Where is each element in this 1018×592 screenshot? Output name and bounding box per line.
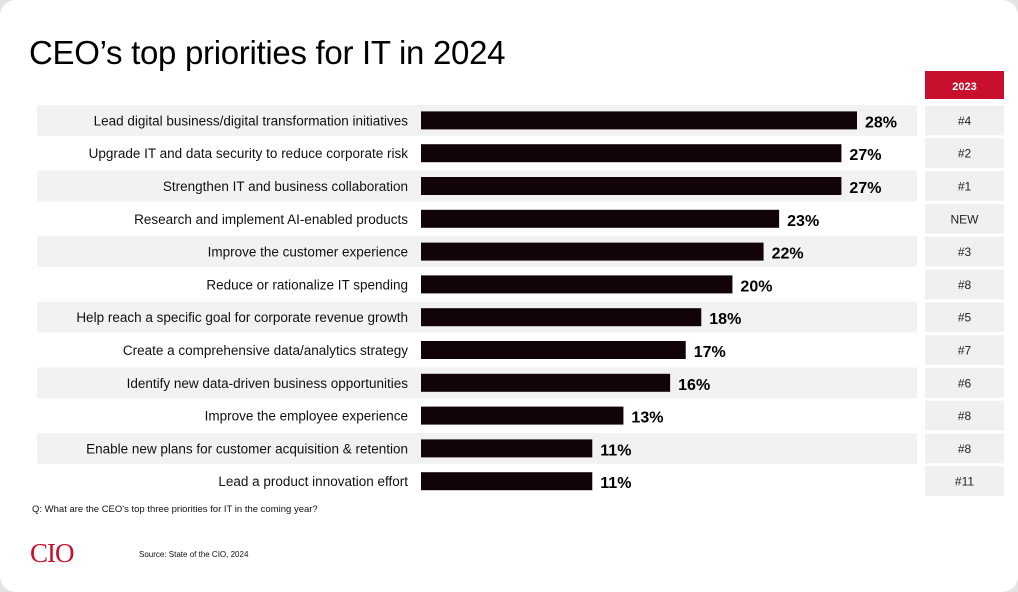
rank-header-label: 2023: [952, 81, 976, 93]
rank-cell: [925, 433, 1004, 464]
bar: [421, 472, 593, 491]
chart-title: CEO’s top priorities for IT in 2024: [29, 34, 506, 71]
rank-header-cell: [925, 71, 1004, 99]
rank-value: #8: [958, 278, 972, 292]
bar: [421, 242, 764, 261]
rank-cell: [925, 302, 1004, 333]
data-label: 18%: [709, 311, 741, 328]
source-note: Source: State of the CIO, 2024: [139, 550, 249, 559]
rank-value: #8: [958, 442, 972, 456]
rank-value: #8: [958, 409, 972, 423]
rank-cell: [925, 466, 1004, 497]
bar: [421, 341, 686, 359]
rank-cell: [925, 236, 1004, 267]
data-label: 28%: [865, 114, 897, 131]
category-label: Improve the customer experience: [208, 245, 408, 260]
rank-value: #6: [958, 376, 972, 390]
bar: [421, 308, 702, 327]
data-label: 23%: [787, 213, 819, 230]
rank-value: #3: [958, 245, 972, 259]
data-label: 11%: [600, 442, 631, 459]
rank-value: #4: [958, 114, 972, 128]
category-label: Reduce or rationalize IT spending: [206, 277, 408, 292]
rank-value: NEW: [951, 212, 980, 226]
rank-value: #2: [958, 147, 972, 161]
data-label: 22%: [772, 246, 804, 263]
bar: [421, 144, 842, 163]
data-label: 27%: [849, 147, 881, 164]
bar: [421, 209, 780, 228]
category-label: Enable new plans for customer acquisitio…: [86, 441, 408, 456]
data-label: 17%: [694, 344, 726, 361]
data-label: 16%: [678, 377, 710, 394]
category-label: Lead digital business/digital transforma…: [94, 113, 409, 128]
data-label: 20%: [740, 278, 772, 295]
bar: [421, 406, 624, 425]
category-label: Strengthen IT and business collaboration: [163, 179, 408, 194]
rank-cell: [925, 105, 1004, 136]
rank-value: #1: [958, 180, 972, 194]
category-label: Create a comprehensive data/analytics st…: [123, 343, 408, 358]
rank-cell: [925, 171, 1004, 201]
bar: [421, 177, 842, 195]
rank-cell: [925, 138, 1004, 169]
data-label: 13%: [631, 410, 663, 427]
rank-value: #11: [955, 475, 974, 489]
survey-question: Q: What are the CEO's top three prioriti…: [32, 504, 318, 515]
category-label: Identify new data-driven business opport…: [127, 376, 409, 391]
data-label: 11%: [600, 475, 631, 492]
bar: [421, 275, 733, 294]
cio-logo: CIO: [30, 538, 74, 568]
rank-cell: [925, 203, 1004, 234]
category-label: Help reach a specific goal for corporate…: [76, 310, 408, 325]
data-label: 27%: [849, 180, 881, 197]
rank-cell: [925, 367, 1004, 398]
bar: [421, 439, 593, 458]
rank-value: #7: [958, 344, 972, 358]
rank-cell: [925, 335, 1004, 365]
bar: [421, 373, 671, 392]
rank-value: #5: [958, 311, 972, 325]
category-label: Upgrade IT and data security to reduce c…: [89, 146, 409, 161]
category-label: Research and implement AI-enabled produc…: [134, 212, 408, 227]
rank-cell: [925, 269, 1004, 300]
category-label: Lead a product innovation effort: [218, 474, 408, 489]
bar: [421, 111, 857, 130]
rank-cell: [925, 400, 1004, 431]
category-label: Improve the employee experience: [205, 409, 408, 424]
